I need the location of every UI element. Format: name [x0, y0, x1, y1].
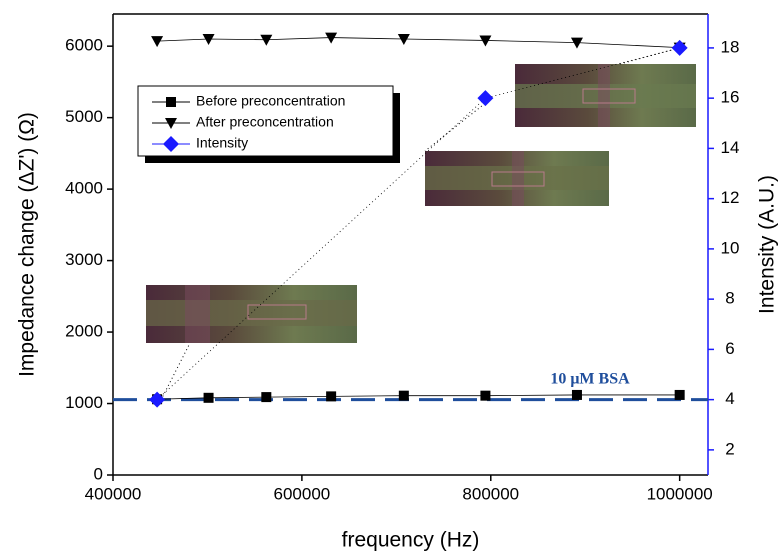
y-tick-label: 1000 [65, 393, 103, 412]
inset-connector [160, 47, 680, 401]
marker [149, 391, 166, 408]
x-tick-label: 1000000 [647, 484, 713, 503]
reference-label: 10 μM BSA [550, 370, 630, 387]
y2-axis-label: Intensity (A.U.) [756, 175, 779, 314]
series-line [157, 37, 680, 48]
inset-image [515, 64, 696, 127]
legend-label: Before preconcentration [196, 93, 345, 109]
y2-tick-label: 4 [725, 389, 734, 408]
y2-tick-label: 6 [725, 339, 734, 358]
y2-tick-label: 2 [725, 439, 734, 458]
marker [477, 90, 494, 107]
marker [479, 35, 492, 47]
marker [261, 392, 272, 403]
y-axis-label: Impedance change (ΔZ') (Ω) [16, 112, 39, 377]
marker [151, 36, 164, 48]
x-axis-label: frequency (Hz) [342, 529, 480, 552]
inset-image [146, 285, 357, 343]
legend: Before preconcentration After preconcentr… [137, 85, 400, 163]
legend-marker [163, 136, 179, 152]
y-tick-label: 6000 [65, 36, 103, 55]
y2-tick-label: 10 [721, 238, 740, 257]
marker [325, 32, 338, 44]
marker [397, 34, 410, 46]
y2-tick-label: 16 [721, 88, 740, 107]
y-tick-label: 5000 [65, 107, 103, 126]
marker [326, 391, 337, 402]
legend-marker [166, 97, 176, 107]
legend-marker [165, 118, 177, 129]
marker [480, 390, 491, 401]
series-line [157, 394, 680, 400]
legend-label: Intensity [196, 135, 248, 151]
y-tick-label: 0 [94, 464, 103, 483]
x-tick-label: 400000 [85, 484, 142, 503]
marker [202, 34, 215, 46]
y-tick-label: 2000 [65, 322, 103, 341]
marker [570, 37, 583, 49]
marker [674, 389, 685, 400]
y2-tick-label: 14 [721, 138, 740, 157]
marker [571, 389, 582, 400]
x-tick-label: 800000 [462, 484, 519, 503]
y-tick-label: 3000 [65, 250, 103, 269]
y2-tick-label: 18 [721, 37, 740, 56]
y2-tick-label: 8 [725, 289, 734, 308]
y2-tick-label: 12 [721, 188, 740, 207]
marker [260, 34, 273, 46]
inset-image [425, 151, 609, 206]
marker [398, 390, 409, 401]
y-tick-label: 4000 [65, 179, 103, 198]
marker [671, 39, 688, 56]
x-tick-label: 600000 [274, 484, 331, 503]
legend-label: After preconcentration [196, 114, 334, 130]
series-line [156, 47, 680, 400]
marker [203, 392, 214, 403]
